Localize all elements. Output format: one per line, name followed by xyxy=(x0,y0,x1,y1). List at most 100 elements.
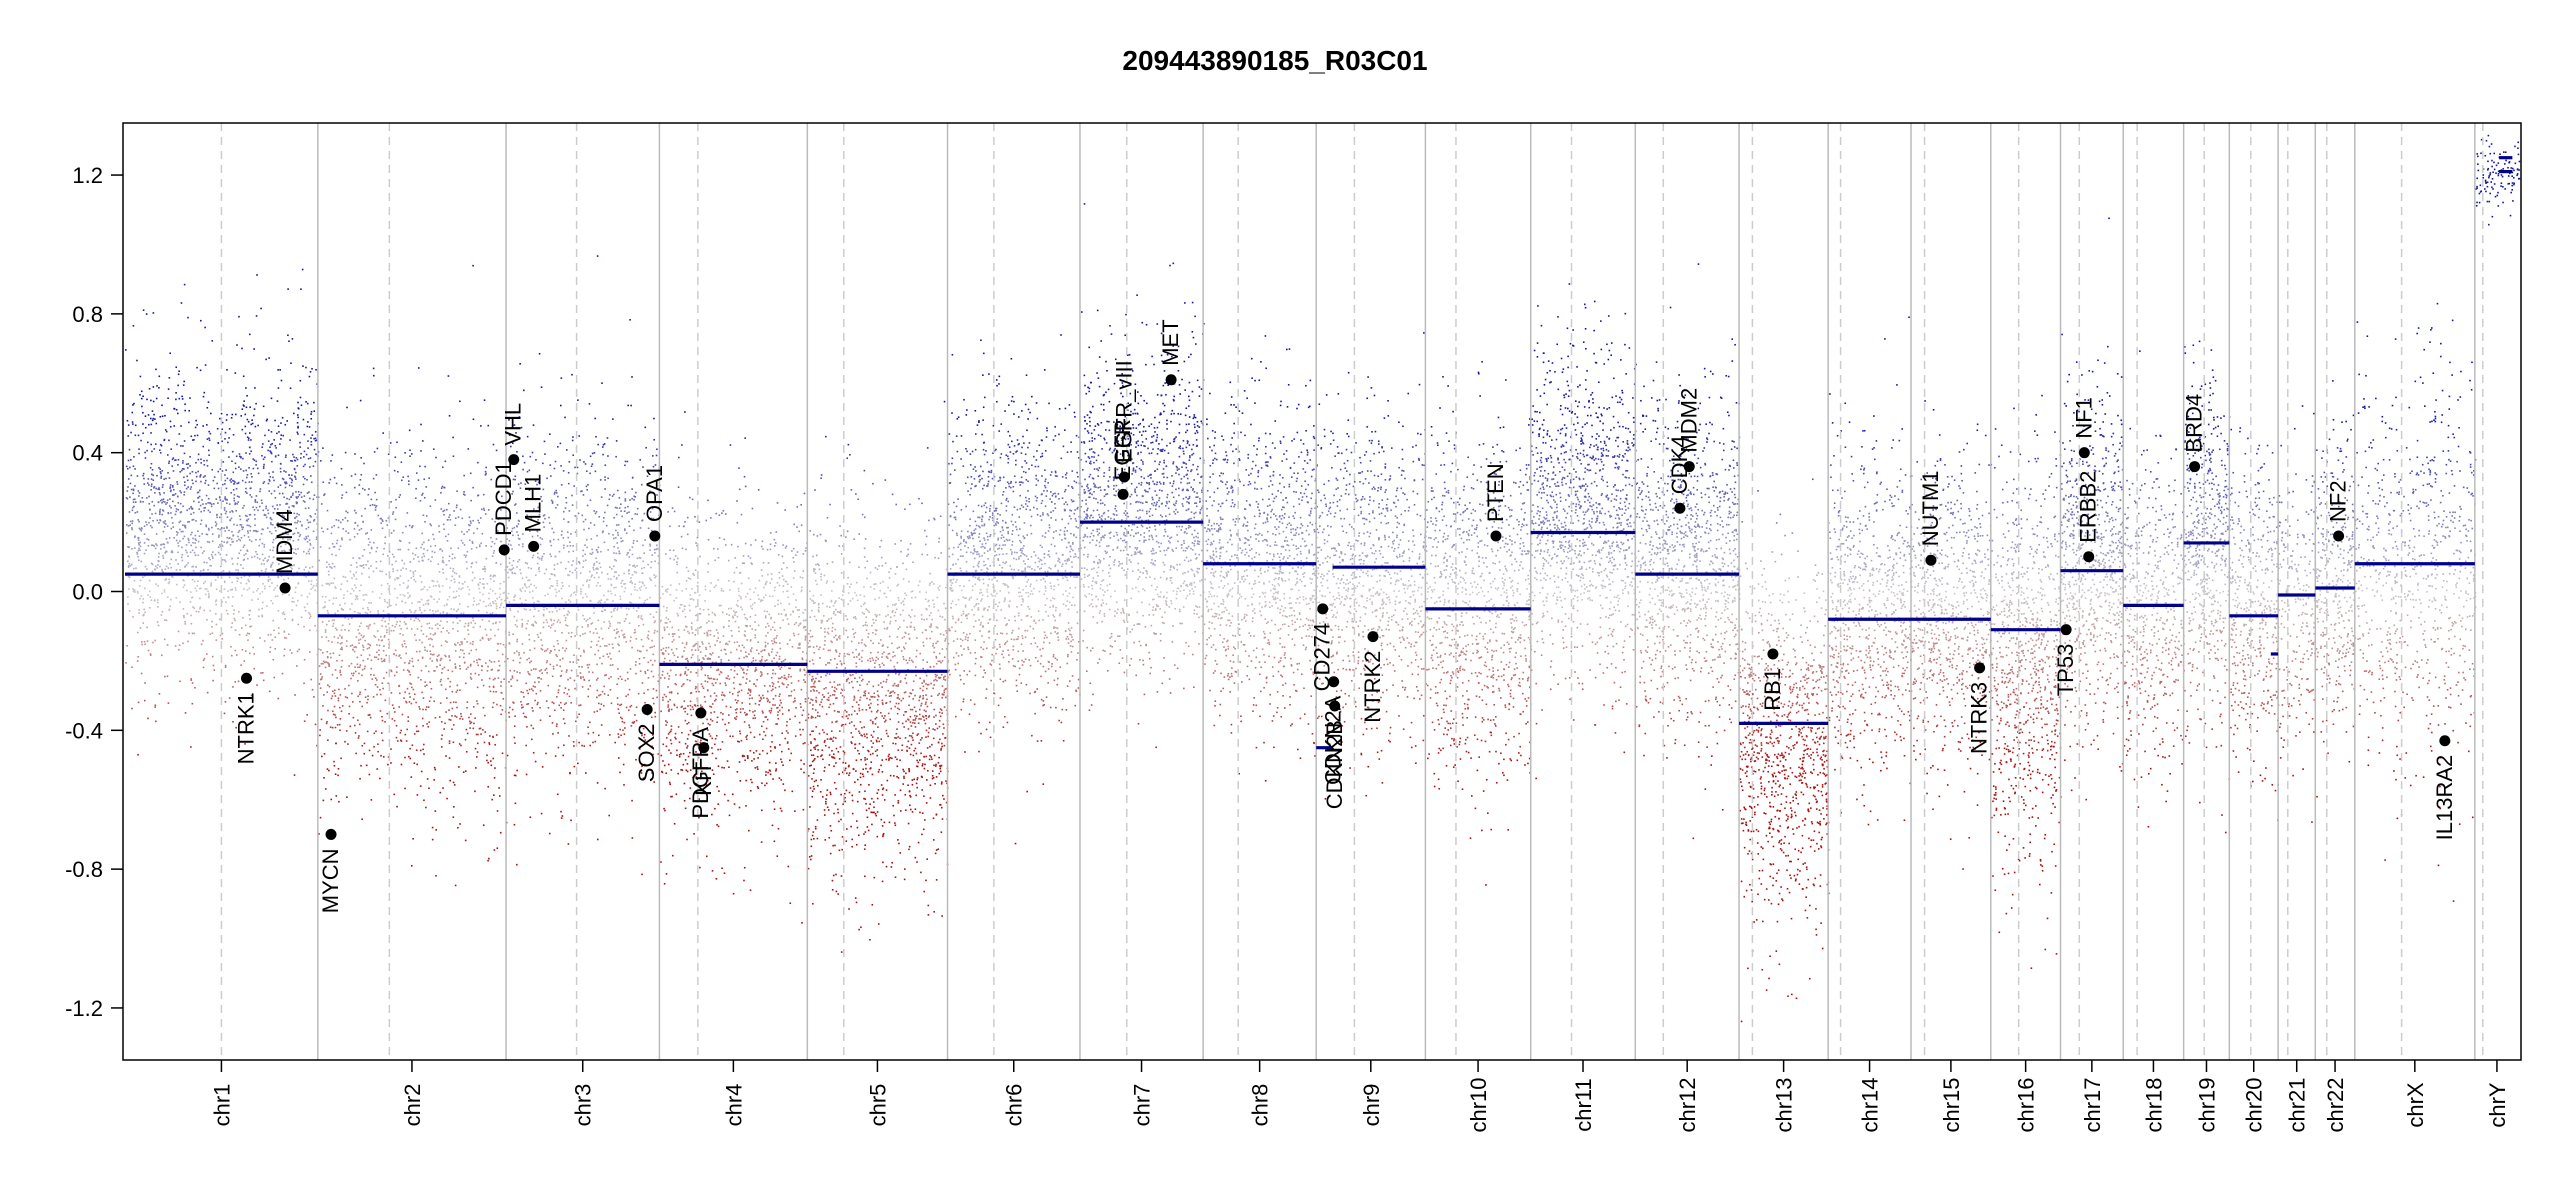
data-point xyxy=(143,525,146,527)
data-point xyxy=(615,524,618,526)
data-point xyxy=(163,438,166,441)
data-point xyxy=(203,657,206,660)
data-point xyxy=(188,409,191,412)
data-point xyxy=(520,426,523,429)
data-point xyxy=(506,597,509,600)
data-point xyxy=(424,681,427,683)
data-point xyxy=(426,778,429,780)
data-point xyxy=(497,628,500,631)
data-point xyxy=(448,709,450,711)
data-point xyxy=(582,596,584,599)
data-point xyxy=(788,694,790,697)
data-point xyxy=(512,560,515,562)
data-point xyxy=(351,588,354,590)
data-point xyxy=(224,479,227,482)
data-point xyxy=(309,613,311,616)
data-point xyxy=(268,490,271,492)
data-point xyxy=(470,499,472,502)
data-point xyxy=(647,661,650,664)
data-point xyxy=(608,532,610,535)
data-point xyxy=(588,403,591,405)
data-point xyxy=(560,561,562,564)
data-point xyxy=(500,602,503,605)
data-point xyxy=(267,509,269,512)
data-point xyxy=(578,741,580,744)
data-point xyxy=(215,524,217,527)
data-point xyxy=(427,670,430,673)
data-point xyxy=(331,553,333,556)
data-point xyxy=(202,582,205,585)
data-point xyxy=(205,479,207,482)
data-point xyxy=(352,573,355,576)
data-point xyxy=(493,794,495,796)
data-point xyxy=(447,677,449,680)
data-point xyxy=(328,685,331,688)
data-point xyxy=(446,598,449,601)
data-point xyxy=(261,614,264,617)
data-point xyxy=(571,504,574,506)
data-point xyxy=(320,678,323,680)
data-point xyxy=(540,559,543,561)
data-point xyxy=(164,523,167,525)
data-point xyxy=(472,597,475,599)
data-point xyxy=(223,588,226,590)
data-point xyxy=(129,466,131,469)
data-point xyxy=(759,600,762,603)
data-point xyxy=(550,544,553,547)
data-point xyxy=(649,549,651,551)
data-point xyxy=(572,560,574,562)
data-point xyxy=(469,676,472,679)
data-point xyxy=(482,568,484,570)
data-point xyxy=(422,697,425,699)
data-point xyxy=(766,697,768,700)
data-point xyxy=(133,402,135,405)
data-point xyxy=(165,503,167,505)
data-point xyxy=(249,494,252,496)
data-point xyxy=(290,566,292,569)
data-point xyxy=(285,471,287,473)
data-point xyxy=(580,588,582,590)
data-point xyxy=(538,676,540,679)
data-point xyxy=(460,715,463,718)
data-point xyxy=(345,491,348,494)
data-point xyxy=(358,642,360,645)
data-point xyxy=(162,510,165,512)
data-point xyxy=(583,651,585,653)
data-point xyxy=(269,651,271,653)
data-point xyxy=(699,741,702,744)
data-point xyxy=(462,771,465,773)
data-point xyxy=(376,693,378,696)
data-point xyxy=(371,504,374,506)
data-point xyxy=(394,587,396,590)
data-point xyxy=(455,617,458,619)
data-point xyxy=(365,594,368,596)
data-point xyxy=(589,685,592,687)
data-point xyxy=(162,543,165,545)
data-point xyxy=(386,601,389,604)
data-point xyxy=(283,578,285,581)
data-point xyxy=(234,629,237,631)
data-point xyxy=(520,691,522,693)
data-point xyxy=(573,654,575,657)
data-point xyxy=(293,532,296,535)
data-point xyxy=(297,426,299,429)
data-point xyxy=(610,583,613,586)
data-point xyxy=(420,423,422,426)
data-point xyxy=(263,585,266,588)
data-point xyxy=(771,640,773,642)
data-point xyxy=(620,607,623,609)
data-point xyxy=(244,413,247,416)
data-point xyxy=(220,513,223,515)
data-point xyxy=(353,536,356,538)
data-point xyxy=(565,601,567,603)
data-point xyxy=(192,518,195,521)
data-point xyxy=(148,502,151,505)
data-point xyxy=(500,685,502,687)
data-point xyxy=(615,571,618,573)
data-point xyxy=(760,545,763,548)
data-point xyxy=(169,425,172,428)
data-point xyxy=(127,560,129,563)
data-point xyxy=(540,669,543,671)
data-point xyxy=(293,459,296,462)
data-point xyxy=(286,420,289,422)
